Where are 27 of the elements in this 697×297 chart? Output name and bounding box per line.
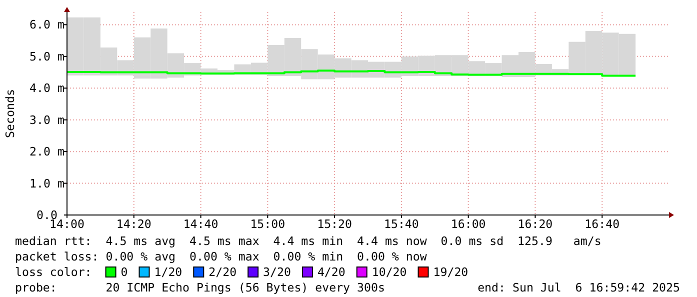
x-tick-label: 15:00 — [250, 217, 286, 231]
y-tick-label: 3.0 m — [30, 112, 64, 127]
y-tick-label: 4.0 m — [30, 81, 64, 96]
x-tick-label: 16:20 — [518, 217, 553, 231]
text: probe: 20 ICMP Echo Pings (56 Bytes) every 300s — [15, 280, 385, 294]
text: end: Sun Jul 6 16:59:42 2025 — [478, 280, 680, 294]
legend-label: 0 — [120, 265, 128, 279]
legend-label: 2/20 — [208, 265, 237, 279]
x-tick-label: 16:40 — [584, 217, 620, 231]
y-tick-label: 2.0 m — [30, 144, 64, 159]
y-tick-label: 6.0 m — [30, 18, 64, 32]
legend-label: 10/20 — [372, 265, 407, 279]
x-tick-label: 15:40 — [384, 217, 419, 231]
text: median rtt: 4.5 ms avg 4.5 ms max 4.4 ms min 4.4 ms now 0.0 ms sd 125.9 am/s — [15, 234, 602, 248]
legend-title: loss color: — [15, 265, 92, 279]
x-tick-label: 15:20 — [317, 217, 352, 231]
legend-label: 19/20 — [433, 265, 468, 279]
x-tick-label: 16:00 — [450, 217, 486, 231]
y-tick-label: 1.0 m — [30, 176, 64, 190]
x-tick-label: 14:40 — [183, 217, 218, 231]
y-tick-label: 5.0 m — [30, 49, 64, 64]
x-tick-label: 14:20 — [116, 217, 152, 231]
legend-label: 1/20 — [154, 265, 182, 279]
y-axis-title: Seconds — [3, 89, 17, 138]
legend-label: 4/20 — [317, 265, 346, 279]
legend-label: 3/20 — [263, 265, 291, 279]
text: packet loss: 0.00 % avg 0.00 % max 0.00 % min 0.00 % now — [15, 250, 427, 264]
